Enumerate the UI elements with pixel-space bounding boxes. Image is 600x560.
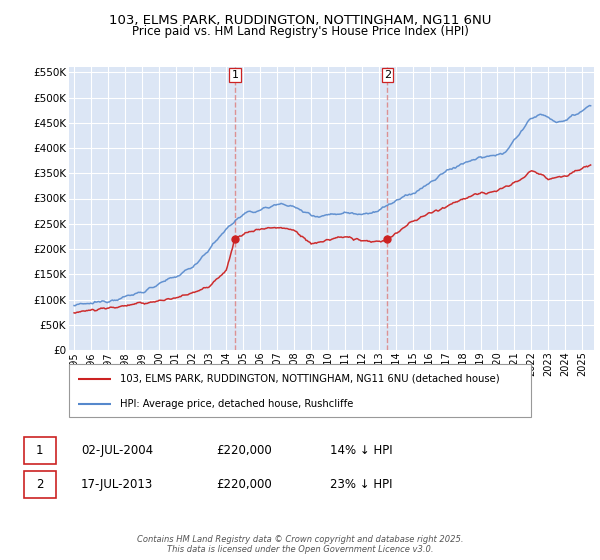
Text: 23% ↓ HPI: 23% ↓ HPI [330,478,392,491]
Text: 14% ↓ HPI: 14% ↓ HPI [330,444,392,458]
FancyBboxPatch shape [69,364,531,417]
Text: 1: 1 [232,70,238,80]
Text: HPI: Average price, detached house, Rushcliffe: HPI: Average price, detached house, Rush… [120,399,353,409]
Text: Price paid vs. HM Land Registry's House Price Index (HPI): Price paid vs. HM Land Registry's House … [131,25,469,38]
Text: 02-JUL-2004: 02-JUL-2004 [81,444,153,458]
Text: 2: 2 [384,70,391,80]
Text: 1: 1 [36,444,44,458]
Text: £220,000: £220,000 [216,444,272,458]
Text: £220,000: £220,000 [216,478,272,491]
Text: 17-JUL-2013: 17-JUL-2013 [81,478,153,491]
Text: 103, ELMS PARK, RUDDINGTON, NOTTINGHAM, NG11 6NU: 103, ELMS PARK, RUDDINGTON, NOTTINGHAM, … [109,14,491,27]
Text: Contains HM Land Registry data © Crown copyright and database right 2025.
This d: Contains HM Land Registry data © Crown c… [137,535,463,554]
Text: 2: 2 [36,478,44,491]
Text: 103, ELMS PARK, RUDDINGTON, NOTTINGHAM, NG11 6NU (detached house): 103, ELMS PARK, RUDDINGTON, NOTTINGHAM, … [120,374,499,384]
